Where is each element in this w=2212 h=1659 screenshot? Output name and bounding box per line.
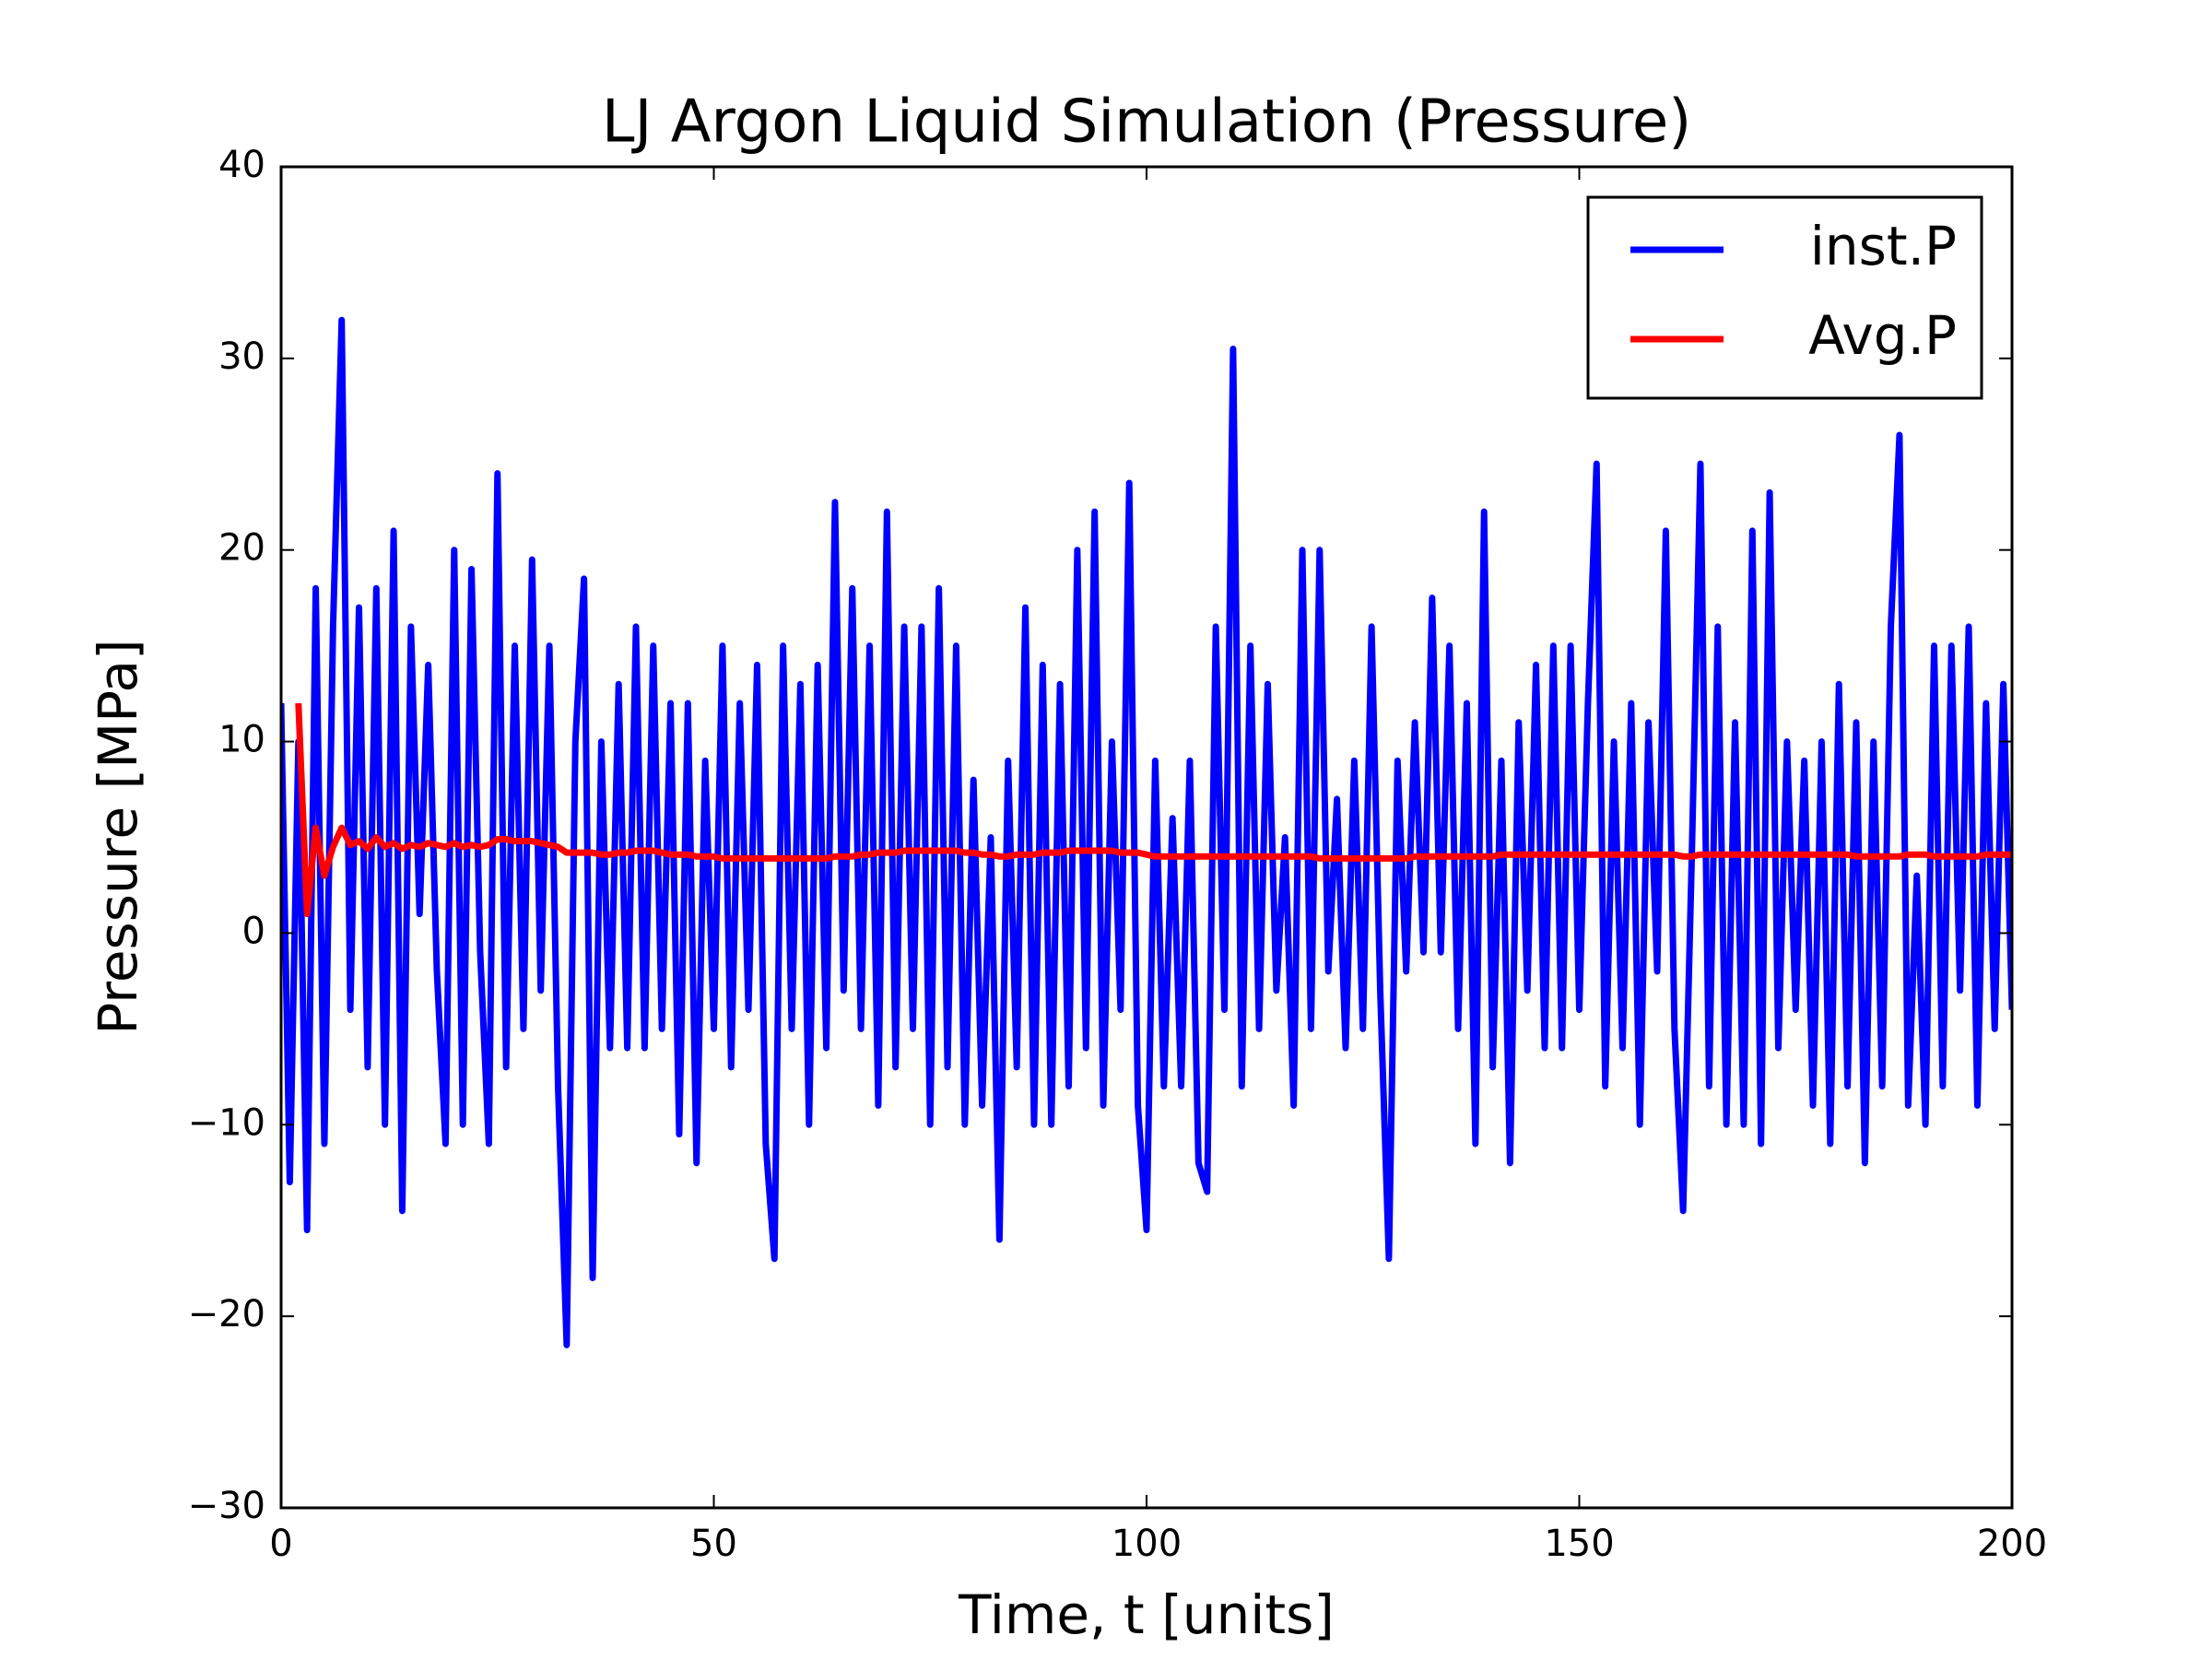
x-tick-label: 100 (1112, 1523, 1182, 1565)
x-tick-label: 150 (1544, 1523, 1614, 1565)
x-axis-label: Time, t [units] (958, 1583, 1335, 1646)
y-tick-label: 30 (218, 335, 265, 378)
x-tick-label: 200 (1977, 1523, 2047, 1565)
data-line (295, 702, 2012, 918)
legend-label: Avg.P (1808, 304, 1957, 367)
legend-box (1586, 195, 1983, 400)
chart-title: LJ Argon Liquid Simulation (Pressure) (602, 88, 1691, 157)
y-tick-label: 0 (242, 910, 265, 952)
y-tick-label: −20 (188, 1293, 265, 1335)
y-tick-label: −30 (188, 1485, 265, 1527)
data-line (281, 316, 2012, 1348)
y-tick-label: 20 (218, 527, 265, 570)
legend-label: inst.P (1810, 215, 1957, 277)
x-tick-label: 50 (690, 1523, 737, 1565)
y-axis-label: Pressure [MPa] (87, 639, 149, 1034)
legend: inst.P Avg.P (1586, 195, 1983, 400)
x-tick-label: 0 (269, 1523, 292, 1565)
y-tick-label: 10 (218, 719, 265, 761)
series-layer (281, 316, 2012, 1348)
y-tick-label: −10 (188, 1101, 265, 1144)
y-tick-label: 40 (218, 144, 265, 186)
